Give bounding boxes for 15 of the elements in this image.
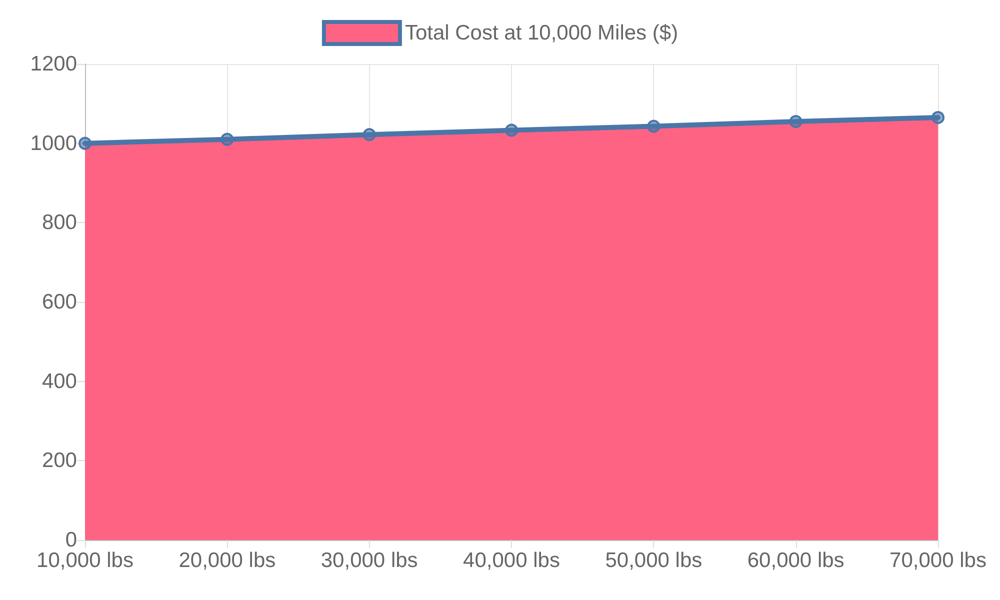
y-tick-label: 600 [42,290,77,314]
y-tick-label: 200 [42,449,77,472]
x-tick-label: 50,000 lbs [605,549,702,572]
x-tick-label: 10,000 lbs [36,549,134,572]
y-tick-label: 400 [42,370,77,393]
y-tick-label: 1200 [30,52,77,76]
y-tick-label: 0 [65,528,77,552]
y-tick-label: 800 [42,211,77,234]
x-tick-label: 70,000 lbs [890,549,986,572]
x-tick-label: 30,000 lbs [320,549,418,572]
x-tick-label: 20,000 lbs [178,549,276,572]
x-tick-label: 40,000 lbs [463,549,560,572]
y-tick-label: 1000 [30,132,77,155]
legend-label: Total Cost at 10,000 Miles ($) [404,22,678,44]
x-tick-label: 60,000 lbs [747,549,844,572]
